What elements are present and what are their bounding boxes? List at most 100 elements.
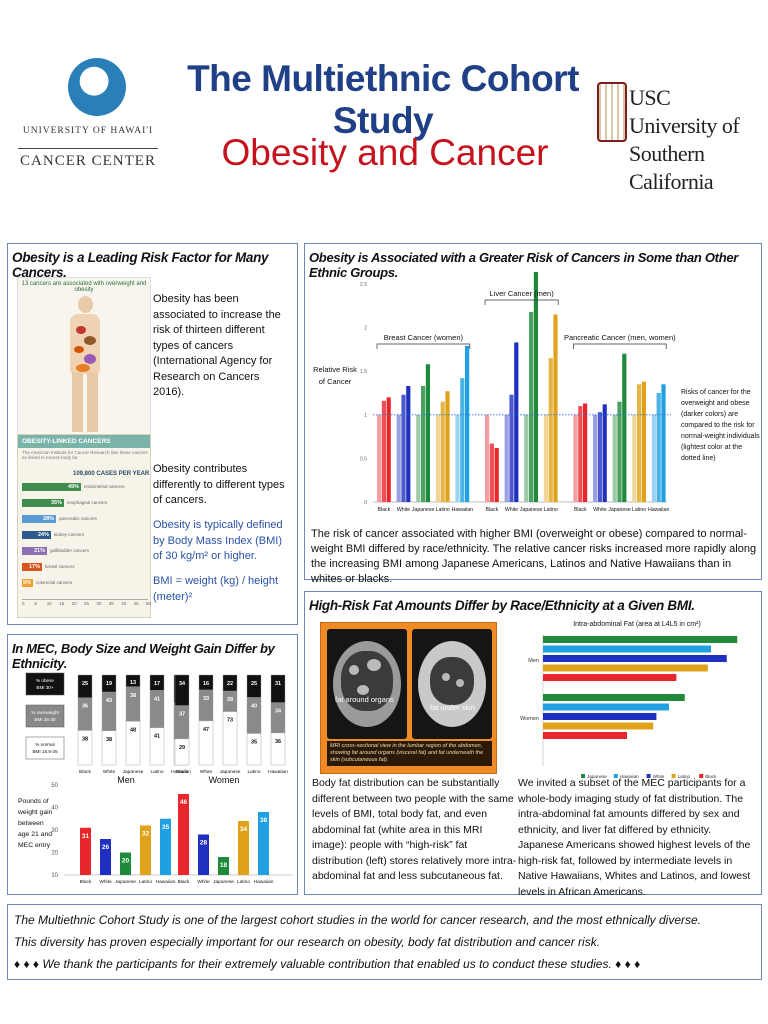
fat-bar xyxy=(543,694,685,701)
infographic-axis-tick: 45 xyxy=(133,601,139,606)
weight-gain-bar xyxy=(100,839,111,875)
weight-gain-bar xyxy=(140,825,151,875)
weight-gain-ytick: 20 xyxy=(51,851,58,857)
body-size-value: 36 xyxy=(82,704,88,710)
weight-gain-series-title: Women xyxy=(209,775,240,785)
risk-xtick-label: Hawaiian xyxy=(648,507,669,513)
panel-body-size: In MEC, Body Size and Weight Gain Differ… xyxy=(7,634,298,895)
body-size-segment xyxy=(246,733,262,766)
weight-gain-ylabel: Pounds of xyxy=(18,798,49,805)
body-size-segment xyxy=(125,721,141,766)
weight-gain-xtick: Black xyxy=(80,879,92,885)
panel-ethnic-risk: Obesity is Associated with a Greater Ris… xyxy=(304,243,762,585)
risk-bar xyxy=(612,414,617,502)
body-size-xtick: Black xyxy=(176,769,188,775)
risk-bar xyxy=(460,378,465,502)
body-silhouette xyxy=(66,296,104,436)
weight-gain-ylabel: between xyxy=(18,820,44,827)
risk-xtick-label: Latino xyxy=(436,507,450,513)
mri-label-organs: fat around organs xyxy=(335,695,394,704)
panel-3-title: In MEC, Body Size and Weight Gain Differ… xyxy=(12,641,275,671)
risk-ytick-label: 0.5 xyxy=(360,456,367,462)
infographic-bar-row: 28% pancreatic cancers xyxy=(22,515,148,523)
risk-bar xyxy=(445,391,450,502)
risk-bar xyxy=(583,403,588,502)
infographic-axis-tick: 30 xyxy=(96,601,102,606)
infographic-bar-note: breast cancers xyxy=(45,564,75,569)
fat-legend-label: Japanese xyxy=(587,774,607,779)
mri-image: fat around organs fat under skin MRI cro… xyxy=(320,622,497,774)
infographic-axis-tick: 0 xyxy=(22,601,25,606)
body-size-xtick: Japanese xyxy=(220,769,241,775)
infographic-bar-row: 17% breast cancers xyxy=(22,563,148,571)
weight-gain-ylabel: MEC entry xyxy=(18,842,51,849)
legend-text: BMI 18.5-25 xyxy=(32,749,57,754)
risk-bar xyxy=(529,311,534,502)
infographic-axis-tick: 20 xyxy=(71,601,77,606)
weight-gain-value: 32 xyxy=(142,831,150,838)
body-size-segment xyxy=(198,689,214,722)
weight-gain-xtick: Hawaiian xyxy=(254,879,274,885)
body-size-value: 34 xyxy=(179,681,186,687)
weight-gain-xtick: Japanese xyxy=(213,879,234,885)
risk-group-bracket xyxy=(573,343,667,349)
risk-xtick-label: Black xyxy=(486,507,499,513)
risk-bar xyxy=(533,272,538,502)
body-size-value: 35 xyxy=(251,740,257,746)
risk-xtick-label: Japanese xyxy=(412,507,435,513)
legend-text: BMI 30+ xyxy=(36,685,54,690)
body-size-value: 25 xyxy=(251,681,257,687)
weight-gain-xtick: White xyxy=(99,879,112,885)
weight-gain-bar xyxy=(218,857,229,875)
fat-legend-swatch xyxy=(646,774,651,778)
body-size-value: 17 xyxy=(154,681,160,687)
body-size-value: 31 xyxy=(275,681,281,687)
risk-group-bracket xyxy=(376,343,471,349)
body-size-value: 38 xyxy=(106,737,112,743)
panel-obesity-risk-factor: Obesity is a Leading Risk Factor for Man… xyxy=(7,243,298,625)
uh-logo-line2: CANCER CENTER xyxy=(18,148,158,170)
fat-bar xyxy=(543,703,669,711)
weight-gain-bar xyxy=(178,794,189,875)
risk-bar xyxy=(406,386,411,502)
risk-ytick-label: 2.5 xyxy=(360,282,367,288)
body-size-value: 22 xyxy=(227,681,233,687)
body-size-segment xyxy=(174,674,190,706)
infographic-axis-tick: 35 xyxy=(108,601,114,606)
body-size-value: 48 xyxy=(130,727,136,733)
footer-line-1: The Multiethnic Cohort Study is one of t… xyxy=(14,913,702,927)
fat-legend-swatch xyxy=(613,774,618,778)
weight-gain-ytick: 40 xyxy=(51,806,58,812)
usc-line1: USC University of xyxy=(629,85,740,138)
body-size-value: 40 xyxy=(251,704,257,710)
risk-bar xyxy=(578,406,583,502)
risk-bar xyxy=(602,404,607,502)
risk-note-line: Risks of cancer for the xyxy=(681,389,751,396)
weight-gain-ytick: 10 xyxy=(51,873,58,879)
fat-legend-swatch xyxy=(699,774,704,778)
fat-legend-label: Black xyxy=(705,774,717,779)
fat-legend-swatch xyxy=(581,774,585,778)
poster-title: The Multiethnic Cohort Study xyxy=(187,58,579,141)
infographic-bar-note: esophageal cancers xyxy=(67,500,108,505)
infographic-bar-note: colorectal cancers xyxy=(36,580,73,585)
body-size-value: 38 xyxy=(130,693,136,699)
body-size-segment xyxy=(77,697,93,731)
body-size-xtick: Japanese xyxy=(123,769,144,775)
figure-heading: 13 cancers are associated with overweigh… xyxy=(21,281,147,293)
body-cancer-figure: 13 cancers are associated with overweigh… xyxy=(17,277,151,442)
infographic-bar: 35% xyxy=(22,499,64,507)
risk-bar xyxy=(632,414,637,502)
infographic-bar-note: kidney cancers xyxy=(54,532,85,537)
infographic-cases: 109,800 CASES PER YEAR xyxy=(73,471,150,477)
infographic-bar: 17% xyxy=(22,563,42,571)
weight-gain-xtick: Hawaiian xyxy=(156,879,176,885)
fat-bar xyxy=(543,732,627,739)
body-size-xtick: Hawaiian xyxy=(268,769,288,775)
risk-xtick-label: White xyxy=(593,507,606,513)
infographic-axis-tick: 40 xyxy=(121,601,127,606)
infographic-bar-row: 35% esophageal cancers xyxy=(22,499,148,507)
body-size-value: 36 xyxy=(275,739,281,745)
risk-bar xyxy=(656,393,661,502)
body-size-value: 13 xyxy=(130,680,136,686)
